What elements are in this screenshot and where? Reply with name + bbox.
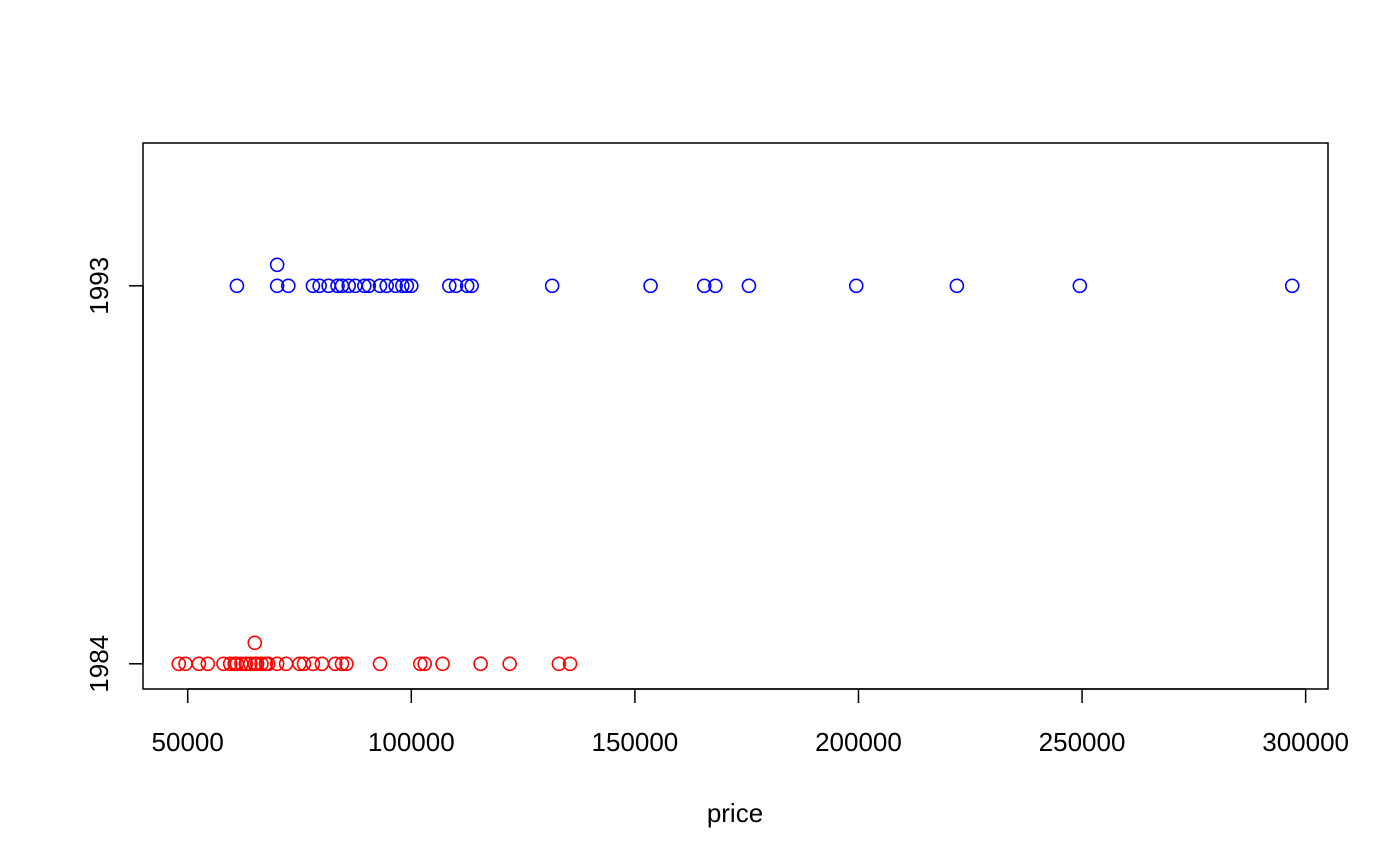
data-point-series-0 [372,656,388,672]
data-point-series-1 [1072,278,1088,294]
y-tick-label: 1993 [84,257,114,315]
data-point-series-1 [281,278,296,294]
y-axis: 1984 1993 [84,257,144,693]
data-point-series-0 [327,656,343,672]
data-point-series-1 [269,257,285,273]
data-point-series-0 [171,656,187,672]
data-point-series-0 [412,656,428,672]
data-point-series-0 [473,656,488,672]
data-point-series-0 [502,656,517,672]
data-point-series-1 [330,278,345,294]
data-point-series-0 [254,656,269,672]
data-point-series-0 [296,656,312,672]
data-point-series-0 [269,656,285,672]
data-point-series-0 [191,656,207,672]
data-point-series-1 [341,278,356,294]
y-tick-label: 1984 [84,635,114,693]
data-point-series-1 [372,278,388,294]
data-point-series-1 [399,278,415,294]
data-point-series-0 [314,656,330,672]
data-point-series-1 [404,278,419,294]
data-point-series-1 [442,278,457,294]
data-points [171,257,1300,672]
data-point-series-1 [741,278,757,294]
data-point-series-1 [949,278,965,294]
x-tick-label: 150000 [592,727,679,757]
x-axis: 50000 100000 150000 200000 250000 300000 [152,688,1349,757]
data-point-series-1 [357,278,372,294]
data-point-series-1 [464,278,479,294]
data-point-series-1 [312,278,327,294]
data-point-series-0 [260,656,276,672]
data-point-series-0 [249,656,265,672]
data-point-series-0 [562,656,578,672]
data-point-series-0 [278,656,294,672]
x-tick-label: 100000 [368,727,455,757]
data-point-series-0 [238,656,254,672]
data-point-series-1 [305,278,321,294]
data-point-series-0 [247,635,263,651]
data-point-series-1 [708,278,723,294]
x-tick-label: 50000 [152,727,224,757]
x-axis-title: price [707,798,763,828]
plot-frame [142,142,1329,690]
data-point-series-0 [551,656,567,672]
data-point-series-1 [848,278,864,294]
data-point-series-1 [269,278,285,294]
data-point-series-0 [243,656,258,672]
data-point-series-0 [435,656,450,672]
data-point-series-0 [222,656,238,672]
data-point-series-1 [388,278,403,294]
data-point-series-1 [643,278,658,294]
data-point-series-1 [361,278,377,294]
data-point-series-1 [395,278,410,294]
data-point-series-1 [544,278,560,294]
data-point-series-0 [305,656,321,672]
data-point-series-1 [1284,278,1300,294]
data-point-series-1 [448,278,464,294]
x-tick-label: 200000 [815,727,902,757]
data-point-series-0 [339,656,354,672]
data-point-series-1 [229,278,245,294]
data-point-series-0 [200,656,216,672]
data-point-series-1 [696,278,712,294]
data-point-series-0 [417,656,433,672]
x-tick-label: 250000 [1039,727,1126,757]
data-point-series-0 [334,656,350,672]
data-point-series-1 [379,278,395,294]
data-point-series-1 [459,278,475,294]
x-tick-label: 300000 [1262,727,1349,757]
